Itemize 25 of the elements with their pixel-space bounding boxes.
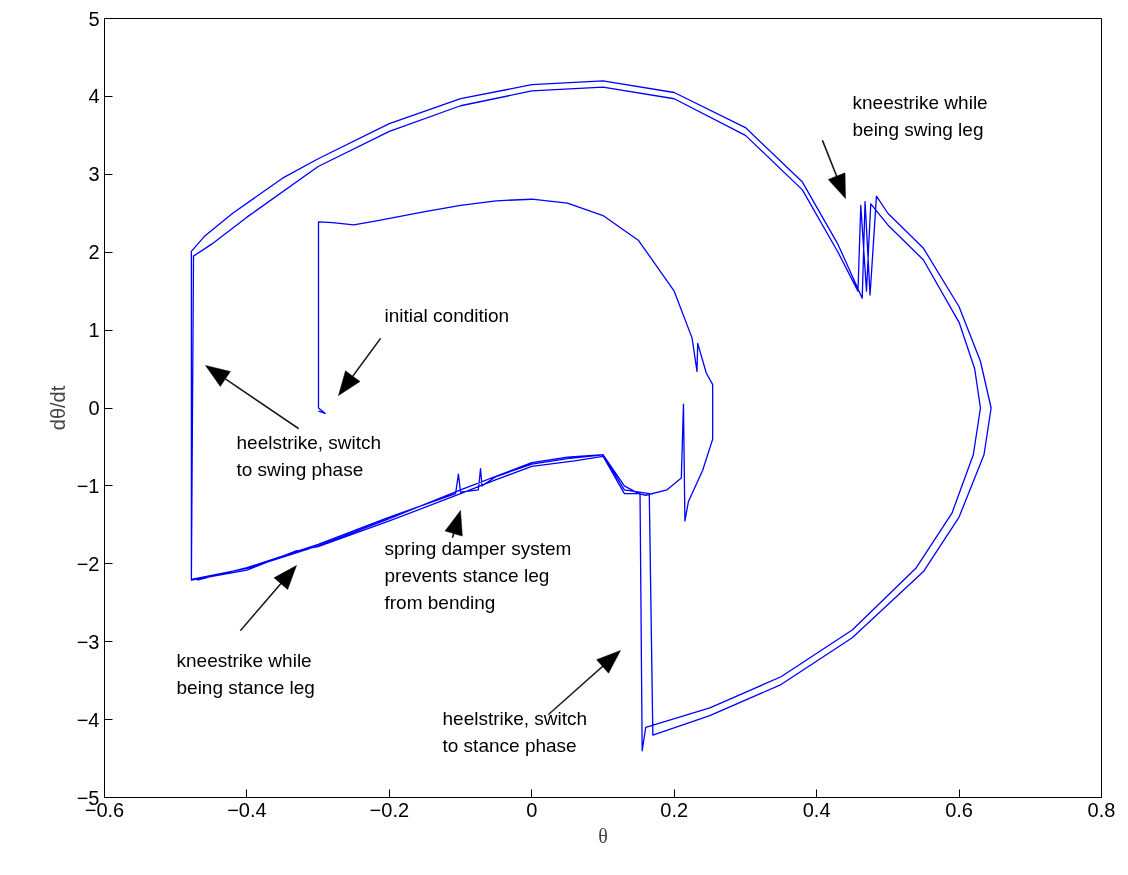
y-tick-label: −3 <box>76 630 100 653</box>
x-tick-label: 0.2 <box>660 798 689 821</box>
x-tick-label: 0.8 <box>1087 798 1116 821</box>
y-tick-label: 3 <box>88 163 100 186</box>
x-tick-label: 0.6 <box>945 798 973 821</box>
annotation: kneestrike while being swing leg <box>852 91 988 140</box>
x-tick-label: −0.4 <box>227 798 267 821</box>
x-axis-title: θ <box>598 824 608 847</box>
x-tick-label: 0.4 <box>802 798 831 821</box>
annotation: heelstrike, switch to stance phase <box>442 707 588 756</box>
annotation: heelstrike, switch to swing phase <box>236 431 382 480</box>
x-tick-label: 0 <box>526 798 538 821</box>
y-tick-label: 5 <box>88 7 100 30</box>
x-tick-label: −0.2 <box>369 798 410 821</box>
annotation: initial condition <box>384 304 510 326</box>
y-tick-label: −1 <box>76 474 100 497</box>
y-tick-label: 0 <box>88 397 100 419</box>
y-tick-label: −4 <box>76 708 100 731</box>
y-axis-title: dθ/dt <box>46 385 69 431</box>
y-tick-label: −2 <box>76 552 100 575</box>
annotation: spring damper system prevents stance leg from bending <box>384 537 572 614</box>
y-tick-label: 1 <box>88 319 100 342</box>
annotation: kneestrike while being stance leg <box>176 649 315 698</box>
y-tick-label: 2 <box>88 241 100 264</box>
y-tick-label: 4 <box>88 85 100 108</box>
